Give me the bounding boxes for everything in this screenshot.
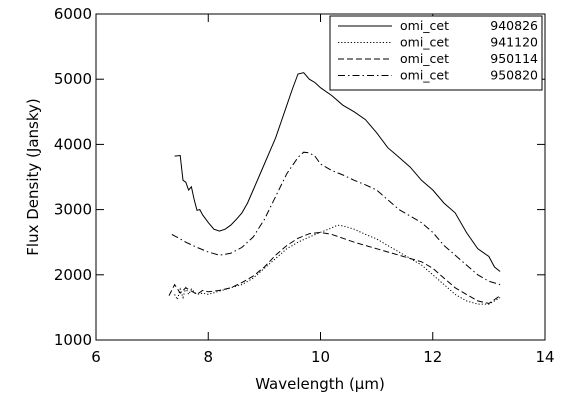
legend-name: omi_cet (400, 51, 449, 66)
x-axis-label: Wavelength (μm) (255, 375, 385, 393)
x-tick-label: 6 (91, 348, 101, 366)
legend-date: 950820 (490, 68, 538, 83)
x-tick-label: 10 (311, 348, 330, 366)
y-tick-label: 1000 (54, 331, 92, 349)
y-tick-label: 6000 (54, 5, 92, 23)
series-line-941120 (174, 224, 501, 305)
legend-date: 941120 (490, 35, 538, 50)
legend-date: 950114 (490, 51, 538, 66)
y-tick-label: 2000 (54, 266, 92, 284)
legend-name: omi_cet (400, 35, 449, 50)
legend-name: omi_cet (400, 18, 449, 33)
y-tick-label: 5000 (54, 70, 92, 88)
legend-items: omi_cet 940826 omi_cet 941120 omi_cet 950114 o… (338, 18, 538, 83)
legend: omi_cet 940826 omi_cet 941120 omi_cet 950114 o… (329, 15, 543, 91)
legend-name: omi_cet (400, 68, 449, 83)
x-tick-label: 8 (203, 348, 213, 366)
series-line-950114 (168, 231, 501, 305)
y-tick-label: 3000 (54, 201, 92, 219)
series-line-940826 (174, 72, 501, 272)
y-axis-label: Flux Density (Jansky) (24, 98, 42, 255)
series-lines (168, 72, 501, 305)
series-line-950820 (171, 151, 501, 286)
legend-date: 940826 (490, 18, 538, 33)
y-tick-label: 4000 (54, 135, 92, 153)
y-axis-ticks: 1000 2000 3000 4000 5000 6000 (54, 5, 545, 349)
x-tick-label: 12 (423, 348, 442, 366)
legend-box (329, 15, 543, 91)
x-tick-label: 14 (535, 348, 554, 366)
x-axis-ticks: 6 8 10 12 14 (91, 14, 555, 366)
